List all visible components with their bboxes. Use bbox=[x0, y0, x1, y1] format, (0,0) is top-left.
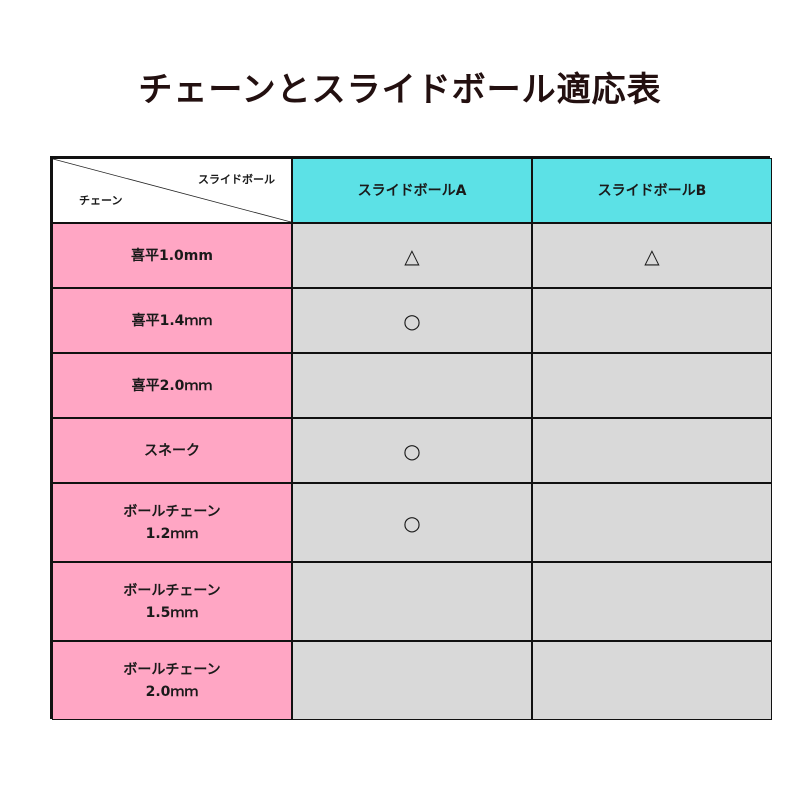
cell-ball-a: ○ bbox=[292, 288, 532, 353]
cell-ball-b bbox=[532, 418, 772, 483]
row-label: 喜平1.0mm bbox=[52, 223, 292, 288]
cell-ball-a: ○ bbox=[292, 483, 532, 562]
column-header-a: スライドボールA bbox=[292, 158, 532, 223]
cell-ball-b: △ bbox=[532, 223, 772, 288]
cell-ball-b bbox=[532, 562, 772, 641]
row-label: スネーク bbox=[52, 418, 292, 483]
cell-ball-a: △ bbox=[292, 223, 532, 288]
cell-ball-a bbox=[292, 562, 532, 641]
corner-column-label: スライドボール bbox=[198, 173, 275, 186]
cell-ball-b bbox=[532, 483, 772, 562]
cell-ball-a bbox=[292, 641, 532, 720]
corner-header: スライドボール チェーン bbox=[52, 158, 292, 223]
diagonal-divider bbox=[53, 159, 291, 222]
cell-ball-b bbox=[532, 641, 772, 720]
cell-ball-b bbox=[532, 353, 772, 418]
row-label: 喜平1.4ｍｍ bbox=[52, 288, 292, 353]
page-title: チェーンとスライドボール適応表 bbox=[138, 70, 662, 110]
row-label: ボールチェーン 1.5ｍｍ bbox=[52, 562, 292, 641]
compatibility-table: スライドボール チェーン スライドボールA スライドボールB 喜平1.0mm △ △… bbox=[50, 156, 772, 720]
corner-row-label: チェーン bbox=[79, 194, 123, 207]
cell-ball-b bbox=[532, 288, 772, 353]
row-label: ボールチェーン 2.0ｍｍ bbox=[52, 641, 292, 720]
cell-ball-a: ○ bbox=[292, 418, 532, 483]
column-header-b: スライドボールB bbox=[532, 158, 772, 223]
row-label: 喜平2.0ｍｍ bbox=[52, 353, 292, 418]
row-label: ボールチェーン 1.2ｍｍ bbox=[52, 483, 292, 562]
cell-ball-a bbox=[292, 353, 532, 418]
